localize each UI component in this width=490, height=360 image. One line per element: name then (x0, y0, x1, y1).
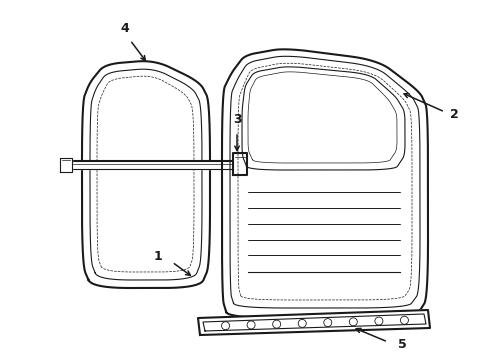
Polygon shape (60, 158, 72, 172)
Text: 2: 2 (450, 108, 459, 121)
Polygon shape (233, 153, 247, 175)
Polygon shape (70, 161, 235, 169)
Text: 4: 4 (121, 22, 129, 35)
Text: 5: 5 (398, 338, 407, 351)
Text: 3: 3 (233, 113, 241, 126)
Text: 1: 1 (153, 249, 162, 262)
Polygon shape (82, 61, 210, 288)
Polygon shape (222, 49, 428, 318)
Polygon shape (198, 310, 430, 335)
